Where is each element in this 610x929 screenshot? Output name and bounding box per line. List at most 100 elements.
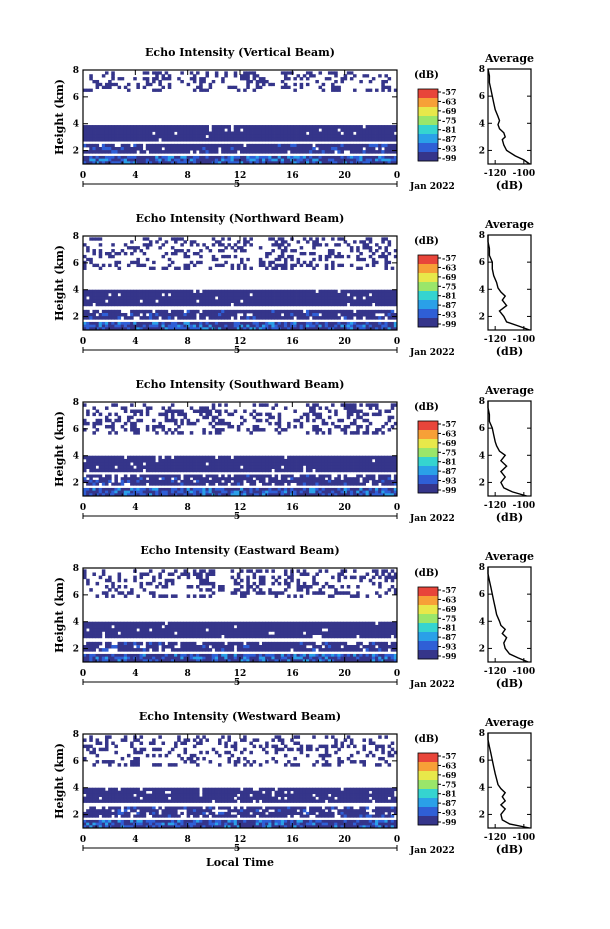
heatmap-cell bbox=[92, 324, 96, 328]
heatmap-cell bbox=[221, 237, 225, 241]
heatmap-cell bbox=[365, 296, 370, 300]
heatmap-cell bbox=[86, 479, 90, 483]
heatmap-cell bbox=[299, 468, 304, 473]
heatmap-cell bbox=[371, 143, 376, 148]
heatmap-cell bbox=[230, 246, 235, 250]
heatmap-cell bbox=[365, 299, 370, 303]
heatmap-cell bbox=[271, 569, 275, 573]
heatmap-cell bbox=[299, 624, 304, 629]
heatmap-cell bbox=[340, 263, 345, 268]
heatmap-cell bbox=[221, 465, 225, 469]
heatmap-cell bbox=[255, 131, 260, 136]
heatmap-cell bbox=[177, 458, 181, 463]
heatmap-cell bbox=[296, 418, 301, 423]
heatmap-cell bbox=[309, 146, 313, 151]
heatmap-cell bbox=[387, 479, 392, 483]
heatmap-cell bbox=[233, 474, 238, 478]
heatmap-cell bbox=[196, 134, 200, 139]
heatmap-cell bbox=[202, 321, 206, 326]
heatmap-cell bbox=[136, 296, 140, 300]
heatmap-cell bbox=[346, 125, 351, 129]
heatmap-cell bbox=[142, 312, 147, 317]
heatmap-cell bbox=[296, 490, 301, 494]
heatmap-cell bbox=[114, 260, 118, 265]
heatmap-cell bbox=[321, 431, 326, 435]
heatmap-cell bbox=[280, 468, 285, 473]
heatmap-cell bbox=[136, 321, 140, 326]
heatmap-cell bbox=[331, 143, 335, 148]
heatmap-cell bbox=[230, 424, 235, 429]
heatmap-cell bbox=[101, 131, 106, 136]
heatmap-cell bbox=[158, 299, 162, 303]
heatmap-cell bbox=[180, 292, 184, 297]
heatmap-cell bbox=[375, 150, 379, 154]
heatmap-cell bbox=[274, 302, 279, 307]
heatmap-cell bbox=[208, 487, 213, 492]
heatmap-cell bbox=[365, 316, 370, 320]
heatmap-cell bbox=[104, 594, 109, 598]
heatmap-cell bbox=[265, 312, 269, 317]
heatmap-cell bbox=[334, 137, 338, 142]
heatmap-cell bbox=[290, 465, 294, 469]
heatmap-cell bbox=[258, 125, 263, 129]
heatmap-cell bbox=[145, 82, 150, 87]
heatmap-cell bbox=[302, 487, 307, 492]
heatmap-cell bbox=[221, 134, 225, 139]
heatmap-cell bbox=[265, 487, 269, 492]
heatmap-cell bbox=[155, 309, 159, 314]
heatmap-cell bbox=[381, 569, 385, 573]
heatmap-cell bbox=[393, 146, 398, 151]
heatmap-cell bbox=[174, 458, 178, 463]
heatmap-cell bbox=[230, 299, 235, 303]
heatmap-cell bbox=[255, 585, 260, 589]
heatmap-cell bbox=[145, 406, 150, 410]
heatmap-cell bbox=[130, 631, 134, 635]
heatmap-cell bbox=[205, 588, 209, 592]
heatmap-cell bbox=[158, 462, 162, 466]
heatmap-cell bbox=[261, 82, 266, 87]
y-tick-label: 8 bbox=[73, 66, 79, 76]
heatmap-cell bbox=[145, 424, 150, 429]
heatmap-cell bbox=[120, 465, 125, 469]
heatmap-cell bbox=[387, 458, 392, 463]
heatmap-cell bbox=[258, 428, 263, 432]
heatmap-cell bbox=[145, 487, 150, 492]
heatmap-cell bbox=[331, 585, 335, 589]
heatmap-cell bbox=[145, 134, 150, 139]
heatmap-cell bbox=[236, 624, 241, 629]
heatmap-cell bbox=[174, 477, 178, 481]
heatmap-cell bbox=[268, 588, 272, 592]
heatmap-cell bbox=[246, 289, 250, 294]
heatmap-cell bbox=[368, 134, 373, 139]
heatmap-cell bbox=[208, 302, 213, 307]
heatmap-cell bbox=[196, 474, 200, 478]
heatmap-cell bbox=[155, 490, 159, 494]
heatmap-cell bbox=[199, 82, 203, 87]
heatmap-cell bbox=[296, 631, 301, 635]
heatmap-cell bbox=[205, 631, 209, 635]
heatmap-cell bbox=[170, 289, 175, 294]
heatmap-cell bbox=[287, 125, 291, 129]
heatmap-cell bbox=[243, 150, 247, 154]
heatmap-cell bbox=[196, 324, 200, 328]
heatmap-cell bbox=[111, 243, 115, 247]
heatmap-cell bbox=[199, 624, 203, 629]
heatmap-cell bbox=[331, 493, 335, 497]
heatmap-cell bbox=[155, 482, 159, 486]
heatmap-cell bbox=[221, 128, 225, 132]
heatmap-cell bbox=[384, 249, 388, 253]
heatmap-cell bbox=[318, 243, 323, 247]
heatmap-cell bbox=[305, 263, 310, 268]
heatmap-cell bbox=[371, 131, 376, 136]
heatmap-cell bbox=[381, 490, 385, 494]
heatmap-cell bbox=[261, 312, 266, 317]
heatmap-cell bbox=[255, 628, 260, 632]
heatmap-cell bbox=[158, 575, 162, 580]
heatmap-cell bbox=[170, 490, 175, 494]
heatmap-cell bbox=[130, 421, 134, 426]
x-tick-label: 16 bbox=[286, 503, 299, 513]
heatmap-cell bbox=[258, 487, 263, 492]
heatmap-cell bbox=[180, 409, 184, 414]
heatmap-cell bbox=[211, 477, 216, 481]
heatmap-cell bbox=[158, 594, 162, 598]
